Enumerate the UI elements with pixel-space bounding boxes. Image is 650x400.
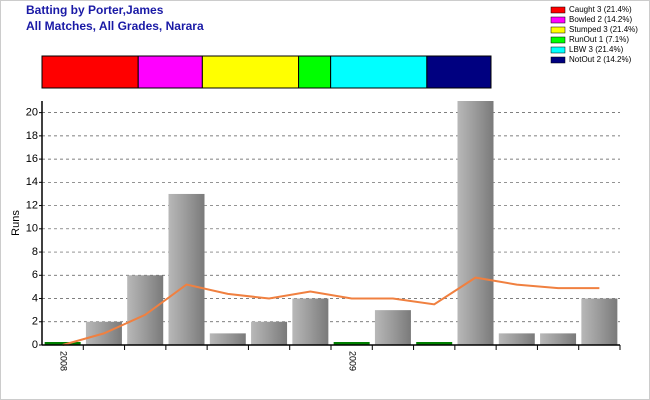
dismissal-segment: [201, 55, 300, 89]
legend-label: NotOut 2 (14.2%): [569, 55, 632, 64]
y-tick-label: 10: [26, 223, 38, 235]
legend-label: LBW 3 (21.4%): [569, 45, 624, 54]
bar: [333, 342, 370, 345]
y-tick-label: 16: [26, 153, 38, 165]
bar: [457, 101, 494, 345]
y-tick-label: 18: [26, 130, 38, 142]
bar: [498, 333, 535, 345]
chart-subtitle: All Matches, All Grades, Narara: [26, 19, 204, 33]
bar: [581, 298, 618, 345]
y-tick-label: 20: [26, 107, 38, 119]
bar: [168, 193, 205, 345]
legend-swatch: [550, 56, 566, 64]
bar: [374, 310, 411, 345]
dismissal-segment: [298, 55, 332, 89]
legend-swatch: [550, 16, 566, 24]
legend-label: Bowled 2 (14.2%): [569, 15, 632, 24]
bar: [292, 298, 329, 345]
legend-swatch: [550, 46, 566, 54]
bar: [251, 321, 288, 345]
y-axis-label: Runs: [10, 210, 22, 236]
y-tick-label: 6: [32, 269, 38, 281]
y-tick-label: 12: [26, 199, 38, 211]
legend-swatch: [550, 26, 566, 34]
bar: [540, 333, 577, 345]
y-tick-label: 14: [26, 176, 38, 188]
dismissal-segment: [137, 55, 203, 89]
y-tick-label: 2: [32, 316, 38, 328]
y-tick-label: 8: [32, 246, 38, 258]
bar: [416, 342, 453, 345]
dismissal-segment: [41, 55, 139, 89]
y-tick-label: 4: [32, 292, 38, 304]
legend-swatch: [550, 6, 566, 14]
x-tick-label: 2008: [58, 351, 68, 371]
average-line: [62, 276, 600, 346]
dismissal-segment: [330, 55, 428, 89]
legend-swatch: [550, 36, 566, 44]
legend-label: Stumped 3 (21.4%): [569, 25, 638, 34]
bar: [44, 342, 81, 345]
legend-label: Caught 3 (21.4%): [569, 5, 632, 14]
chart-title: Batting by Porter,James: [26, 3, 164, 17]
dismissal-segment: [426, 55, 492, 89]
bar: [127, 275, 164, 345]
bar: [209, 333, 246, 345]
x-tick-label: 2009: [347, 351, 357, 371]
legend-label: RunOut 1 (7.1%): [569, 35, 629, 44]
y-tick-label: 0: [32, 339, 38, 351]
